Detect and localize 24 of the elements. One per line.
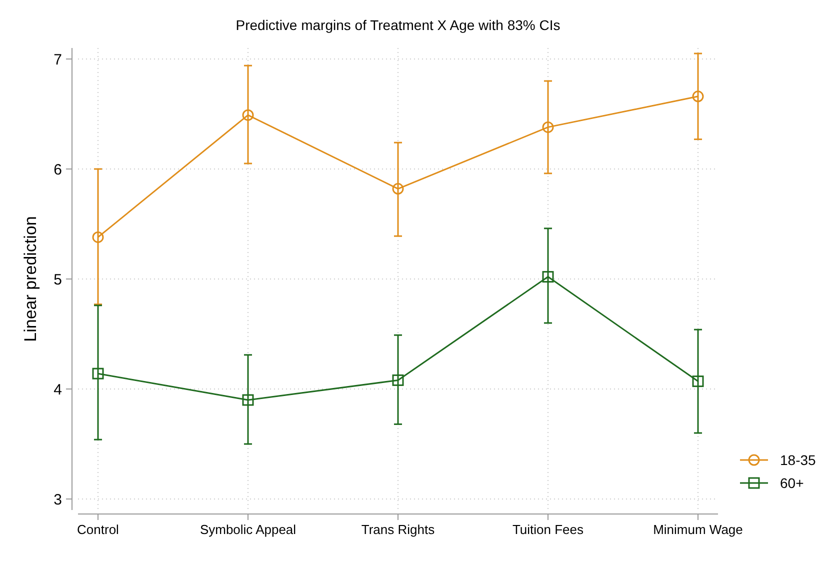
y-tick-label: 5 [54, 271, 62, 288]
legend-label: 18-35 [780, 452, 816, 468]
point [692, 90, 704, 102]
y-tick-label: 6 [54, 161, 62, 178]
point [92, 231, 104, 243]
x-tick-label: Symbolic Appeal [200, 522, 296, 537]
point [92, 368, 104, 380]
point [392, 374, 404, 386]
x-tick-label: Trans Rights [361, 522, 436, 537]
point [242, 109, 254, 121]
y-tick-label: 4 [54, 381, 62, 398]
point [392, 183, 404, 195]
x-tick-label: Control [77, 522, 120, 537]
point [542, 121, 554, 133]
x-tick-label: Minimum Wage [653, 522, 743, 537]
y-tick-label: 7 [54, 51, 62, 68]
point [542, 271, 554, 283]
point [242, 394, 254, 406]
legend-label: 60+ [780, 474, 804, 491]
point [692, 376, 704, 388]
y-axis-title: Linear prediction [21, 216, 40, 342]
y-tick-label: 3 [54, 491, 62, 508]
chart-title: Predictive margins of Treatment X Age with 83% CIs [236, 17, 560, 33]
x-tick-label: Tuition Fees [512, 522, 584, 537]
